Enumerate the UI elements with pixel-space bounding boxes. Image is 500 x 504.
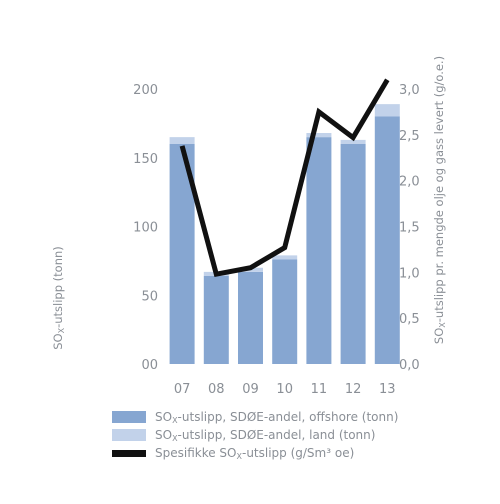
bar-offshore: [374, 116, 400, 364]
left-tick-label: 50: [141, 289, 158, 304]
legend-swatch-specific: [112, 449, 146, 457]
legend-item-offshore: SOX-utslipp, SDØE-andel, offshore (tonn): [112, 408, 398, 426]
legend-label-offshore: SOX-utslipp, SDØE-andel, offshore (tonn): [155, 409, 399, 425]
bar-offshore: [340, 144, 366, 364]
left-axis-title: SOX-utslipp (tonn): [51, 246, 66, 350]
right-tick-label: 3,0: [399, 83, 420, 98]
left-tick-label: 00: [141, 358, 158, 373]
line-specific-emissions: [179, 78, 390, 278]
bar-offshore: [306, 137, 332, 364]
x-tick-label: 07: [174, 382, 191, 397]
left-tick-label: 100: [133, 221, 158, 236]
right-tick-label: 2,5: [399, 129, 420, 144]
bar-land: [306, 133, 332, 138]
legend-label-specific: Spesifikke SOX-utslipp (g/Sm³ oe): [155, 445, 355, 461]
right-axis-title: SOX-utslipp pr. mengde olje og gass leve…: [432, 56, 447, 344]
right-tick-label: 0,5: [399, 312, 420, 327]
bar-offshore: [272, 259, 298, 364]
bar-offshore: [238, 271, 263, 364]
x-tick-label: 12: [345, 382, 362, 397]
x-tick-label: 09: [242, 382, 259, 397]
bar-land: [374, 104, 400, 117]
legend-swatch-offshore: [112, 411, 146, 423]
legend-item-specific: Spesifikke SOX-utslipp (g/Sm³ oe): [112, 444, 398, 462]
legend-swatch-land: [112, 429, 146, 441]
x-tick-label: 13: [379, 382, 396, 397]
x-tick-label: 11: [311, 382, 328, 397]
bar-offshore: [203, 276, 229, 364]
legend-label-land: SOX-utslipp, SDØE-andel, land (tonn): [155, 427, 376, 443]
right-tick-label: 0,0: [399, 358, 420, 373]
legend-item-land: SOX-utslipp, SDØE-andel, land (tonn): [112, 426, 398, 444]
left-tick-label: 200: [133, 83, 158, 98]
left-tick-label: 150: [133, 152, 158, 167]
bar-land: [169, 137, 195, 144]
bar-land: [340, 139, 366, 144]
x-tick-label: 08: [208, 382, 225, 397]
right-tick-label: 1,5: [399, 221, 420, 236]
bar-land: [272, 255, 298, 260]
x-tick-label: 10: [276, 382, 293, 397]
right-tick-label: 2,0: [399, 175, 420, 190]
right-tick-label: 1,0: [399, 266, 420, 281]
legend: SOX-utslipp, SDØE-andel, offshore (tonn)…: [112, 408, 398, 462]
